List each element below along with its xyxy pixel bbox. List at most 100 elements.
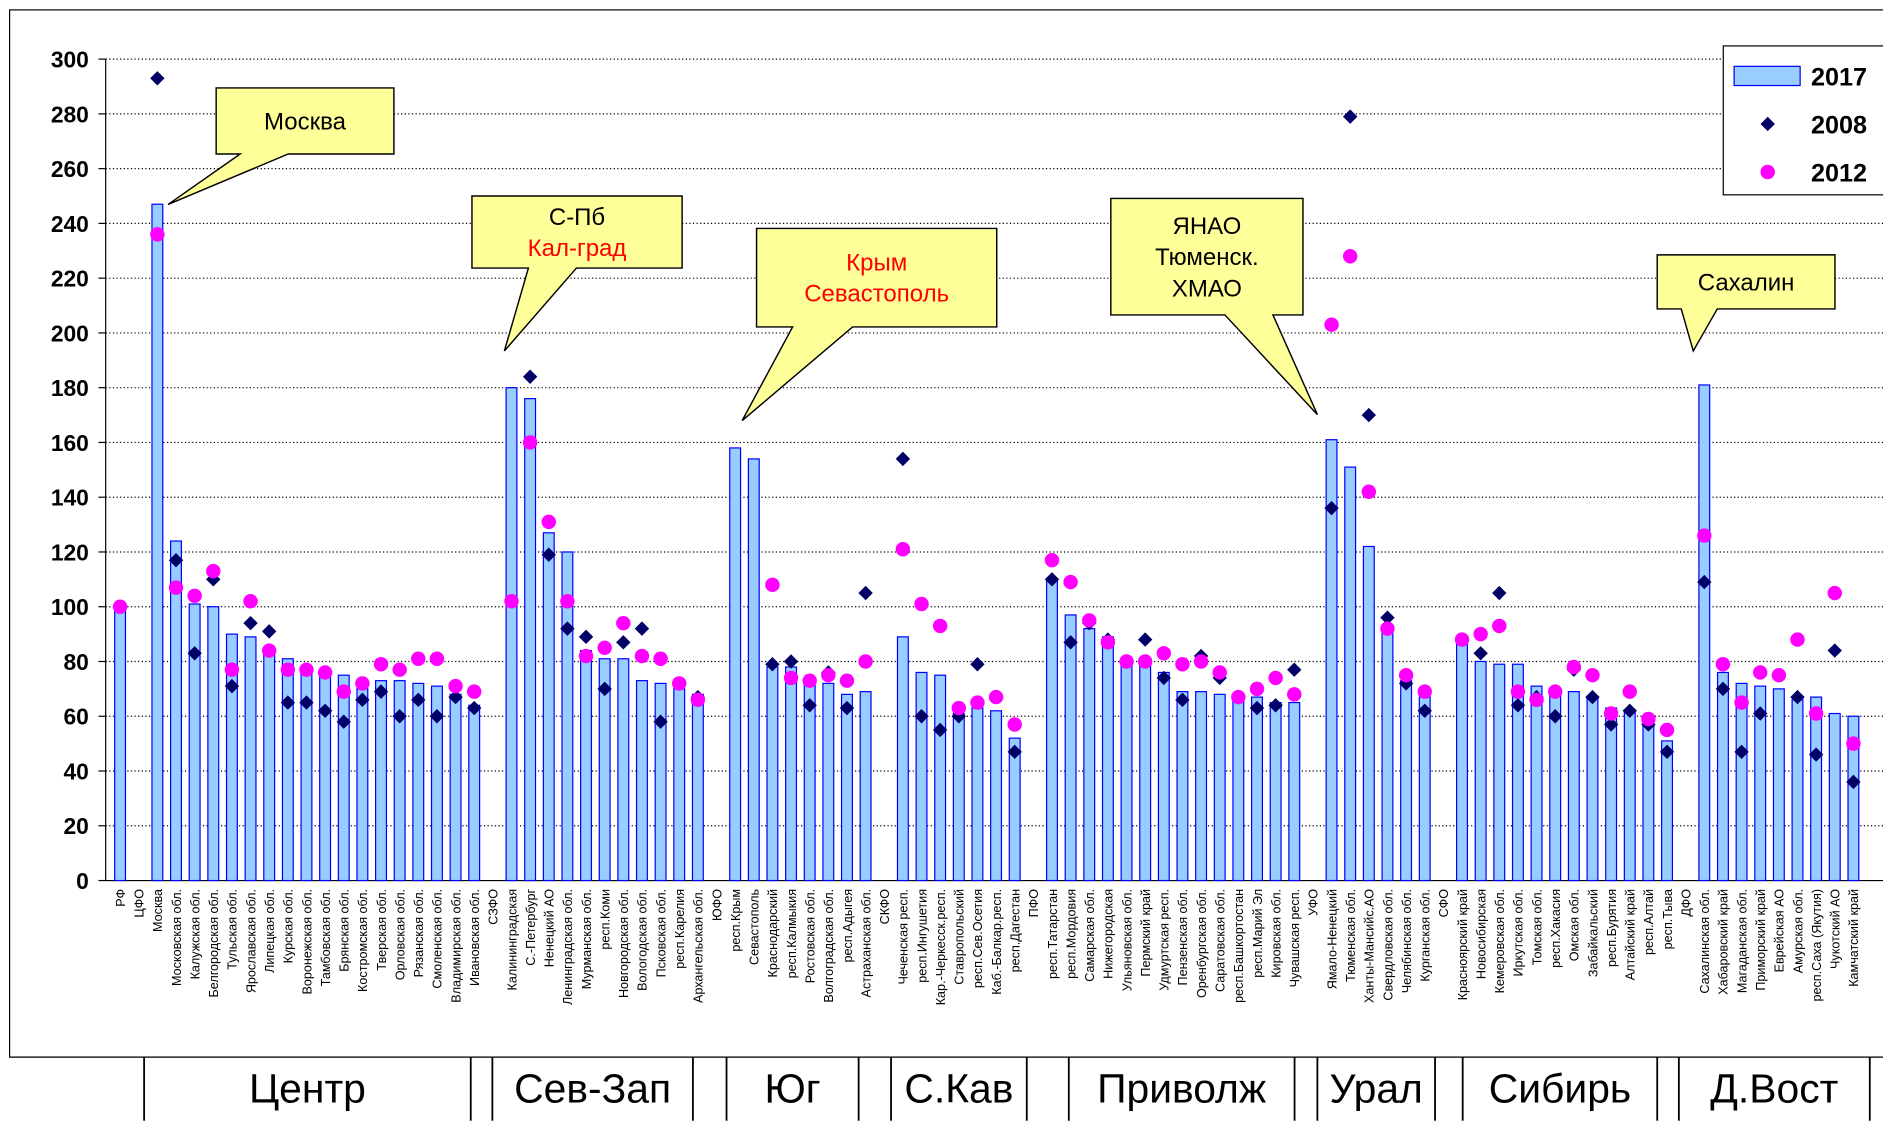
x-tick-label: респ.Коми — [598, 889, 612, 950]
bar — [934, 674, 947, 882]
circle-point — [1156, 646, 1172, 661]
circle-point — [206, 563, 221, 579]
diamond-point — [616, 635, 631, 650]
circle-point — [951, 700, 966, 716]
circle-point — [448, 678, 463, 694]
diamond-point — [1697, 574, 1712, 590]
diamond-point — [317, 703, 333, 718]
chart-frame — [9, 9, 1883, 1058]
circle-point — [1753, 665, 1768, 680]
bar — [151, 203, 164, 882]
diamond-point — [1753, 706, 1768, 721]
x-tick-label: Кировская обл. — [1269, 889, 1283, 978]
x-tick-label: СКФО — [878, 889, 892, 925]
bar — [1567, 691, 1580, 882]
x-tick-label: Чукотский АО — [1829, 889, 1843, 969]
circle-point — [504, 594, 519, 609]
x-tick-label: С.-Петербург — [524, 889, 538, 966]
circle-point — [858, 654, 873, 669]
bar — [859, 691, 872, 882]
x-tick-label: Брянская обл. — [338, 889, 352, 972]
bar — [1511, 663, 1524, 882]
bar — [542, 532, 555, 882]
bar — [1772, 688, 1785, 882]
bar — [785, 666, 798, 882]
bar — [1232, 696, 1245, 882]
circle-point — [1473, 626, 1488, 642]
diamond-point — [373, 684, 389, 699]
x-tick-label: Томская обл. — [1530, 889, 1544, 965]
diamond-point — [355, 692, 370, 708]
circle-point — [783, 670, 799, 686]
x-tick-label: Кемеровская обл. — [1493, 889, 1507, 993]
bar — [1716, 671, 1729, 882]
bar — [1195, 691, 1208, 882]
x-tick-label: Кар.-Черкесск.респ. — [934, 889, 948, 1005]
x-tick-label: Тюменская обл. — [1344, 889, 1358, 982]
x-tick-label: Тверская обл. — [375, 889, 389, 971]
x-tick-label: респ.Адыгея — [841, 889, 855, 963]
bar — [952, 712, 965, 882]
x-tick-label: респ.Ингушетия — [915, 889, 929, 983]
bar — [747, 458, 760, 882]
bar — [1008, 737, 1021, 882]
x-tick-label: респ.Калмыкия — [785, 889, 799, 978]
bar — [356, 688, 369, 882]
bar — [1605, 707, 1618, 882]
circle-point — [672, 676, 687, 691]
circle-point — [522, 435, 538, 450]
x-tick-label: Свердловская обл. — [1381, 889, 1395, 1001]
circle-point — [187, 588, 202, 603]
x-tick-label: Калужская обл. — [188, 889, 202, 979]
diamond-point — [839, 700, 855, 716]
diamond-point — [802, 698, 817, 713]
bar — [1120, 658, 1133, 882]
x-tick-label: ЮФО — [710, 889, 724, 921]
legend-swatch — [1760, 116, 1775, 132]
x-tick-label: Тульская обл. — [226, 889, 240, 970]
circle-point — [373, 657, 389, 672]
circle-point — [411, 651, 426, 666]
x-tick-label: Ростовская обл. — [803, 889, 817, 983]
diamond-point — [243, 615, 258, 631]
diamond-point — [1249, 700, 1265, 716]
diamond-point — [970, 657, 985, 672]
diamond-point — [1137, 632, 1153, 647]
diamond-point — [187, 646, 202, 661]
circle-point — [392, 662, 407, 677]
diamond-point — [1734, 744, 1749, 760]
x-tick-label: ПФО — [1027, 889, 1041, 918]
y-tick-label: 140 — [51, 485, 89, 511]
circle-point — [1268, 670, 1283, 686]
x-tick-label: респ.Карелия — [673, 889, 687, 969]
x-tick-label: ДФО — [1679, 889, 1693, 917]
x-tick-label: Московская обл. — [170, 889, 184, 986]
circle-point — [1044, 552, 1060, 568]
circle-point — [970, 695, 985, 710]
x-tick-label: Волгоградская обл. — [822, 889, 836, 1003]
circle-point — [1342, 249, 1358, 264]
diamond-point — [261, 624, 277, 639]
bar — [1045, 578, 1058, 882]
bar — [971, 707, 984, 882]
x-tick-label: респ.Алтай — [1642, 889, 1656, 955]
diamond-point — [299, 695, 314, 710]
circle-point — [1380, 621, 1395, 636]
diamond-point — [1361, 407, 1377, 423]
x-tick-label: Владимирская обл. — [449, 889, 463, 1003]
circle-point — [112, 599, 128, 614]
circle-point — [1790, 632, 1805, 647]
circle-point — [429, 651, 445, 666]
y-tick-label: 300 — [51, 47, 89, 73]
bar — [114, 606, 127, 882]
diamond-point — [1007, 744, 1022, 760]
legend-label: 2008 — [1811, 112, 1867, 140]
y-tick-label: 20 — [64, 813, 89, 839]
bar — [505, 387, 518, 882]
bar — [319, 669, 332, 882]
diamond-point — [336, 714, 351, 729]
x-tick-label: Камчатский край — [1847, 889, 1861, 987]
bar — [915, 671, 928, 882]
diamond-point — [1175, 692, 1190, 708]
x-tick-label: респ.Марий Эл — [1251, 889, 1265, 978]
